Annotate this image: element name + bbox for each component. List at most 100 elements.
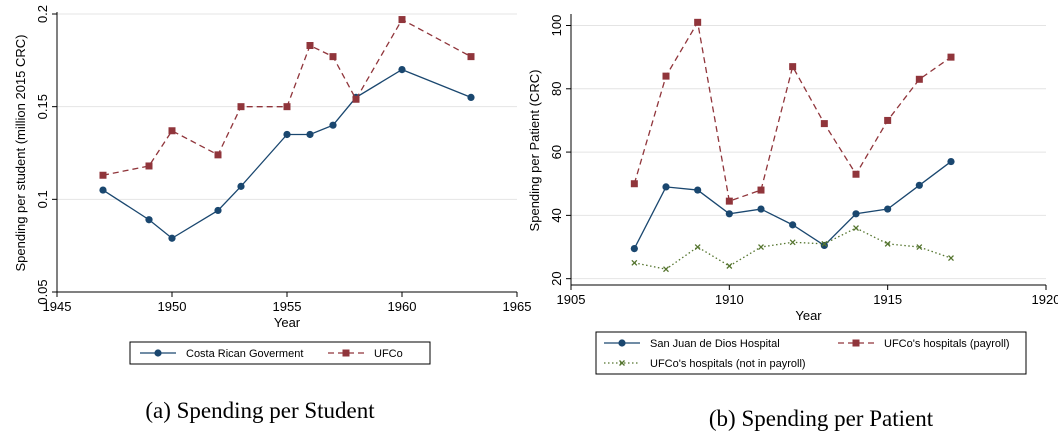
data-point	[237, 182, 245, 190]
data-point	[631, 259, 638, 266]
data-point	[884, 205, 892, 213]
legend-item: UFCo's hospitals (payroll)	[838, 338, 1010, 350]
data-point	[214, 151, 222, 159]
legend-item: UFCo's hospitals (not in payroll)	[604, 358, 806, 370]
y-tick-label: 0.05	[35, 279, 50, 304]
legend-swatch-marker	[852, 339, 860, 347]
y-tick-label: 0.2	[35, 5, 50, 23]
legend-label: UFCo's hospitals (payroll)	[884, 338, 1010, 350]
marker-stroke	[619, 360, 625, 366]
y-tick-label: 0.15	[35, 94, 50, 119]
x-tick-label: 1915	[873, 292, 902, 307]
data-point	[663, 266, 669, 273]
x-tick-label: 1955	[273, 299, 302, 314]
data-point	[168, 234, 176, 242]
legend-label: UFCo's hospitals (not in payroll)	[650, 358, 806, 370]
x-axis-title: Year	[795, 308, 822, 323]
legend-swatch-marker	[618, 339, 626, 347]
data-point	[758, 244, 764, 250]
chart-panel-b: 20 40 60 80 100 1905 1910 1915 1920 Year Spending …	[527, 14, 1058, 431]
data-point	[820, 241, 828, 250]
marker-stroke	[758, 244, 764, 250]
legend-swatch-marker	[619, 360, 625, 366]
marker-stroke	[948, 255, 954, 262]
data-point	[329, 121, 337, 129]
x-tick-label: 1945	[43, 299, 72, 314]
panel-caption: (b) Spending per Patient	[709, 406, 934, 431]
x-tick-label: 1910	[715, 292, 744, 307]
data-point	[145, 216, 153, 224]
data-point	[467, 53, 475, 61]
data-point	[821, 240, 828, 247]
data-point	[467, 93, 475, 101]
data-point	[947, 157, 955, 166]
data-point	[820, 120, 828, 128]
data-point	[352, 95, 360, 103]
legend-item: San Juan de Dios Hospital	[604, 338, 780, 350]
marker-stroke	[694, 244, 701, 250]
data-point	[630, 245, 638, 253]
data-point	[694, 186, 702, 194]
panel-caption: (a) Spending per Student	[145, 398, 375, 423]
plot-area	[571, 16, 1046, 285]
data-point	[398, 66, 406, 74]
data-point	[662, 72, 670, 80]
legend-swatch-marker	[154, 349, 162, 357]
marker-stroke	[853, 225, 859, 231]
data-point	[789, 239, 796, 246]
data-point	[884, 116, 892, 124]
series-1	[99, 16, 475, 179]
data-point	[168, 127, 176, 135]
data-point	[306, 130, 314, 139]
x-tick-label: 1960	[388, 299, 417, 314]
marker-stroke	[821, 240, 828, 247]
data-point	[757, 205, 765, 213]
marker-stroke	[916, 244, 923, 250]
plot-area	[57, 14, 517, 292]
data-point	[283, 130, 291, 139]
y-axis-title: Spending per Patient (CRC)	[527, 70, 542, 232]
data-point	[726, 263, 733, 269]
x-tick-label: 1965	[503, 299, 532, 314]
series-line	[633, 20, 952, 203]
series-0	[99, 66, 475, 242]
data-point	[789, 63, 797, 71]
y-tick-label: 100	[549, 15, 564, 37]
y-tick-label: 20	[549, 271, 564, 285]
chart-panel-a: 0.05 0.1 0.15 0.2 1945 1950 1955 1960 1965 Year Sp…	[13, 5, 531, 423]
y-tick-label: 60	[549, 145, 564, 159]
data-point	[915, 75, 923, 83]
y-axis-title: Spending per student (million 2015 CRC)	[13, 34, 28, 271]
data-point	[725, 210, 733, 218]
legend-item: UFCo	[328, 348, 403, 360]
legend-swatch-marker	[342, 349, 350, 357]
marker-stroke	[789, 239, 796, 246]
data-point	[99, 171, 107, 179]
marker-stroke	[663, 266, 669, 273]
y-tick-label: 80	[549, 82, 564, 96]
data-point	[214, 206, 222, 215]
data-point	[757, 186, 765, 194]
y-tick-label: 0.1	[35, 190, 50, 208]
data-point	[99, 186, 107, 194]
data-point	[948, 255, 954, 262]
data-point	[306, 42, 314, 50]
data-point	[398, 16, 406, 24]
series-0	[630, 157, 955, 253]
data-point	[884, 240, 891, 247]
x-tick-label: 1920	[1032, 292, 1058, 307]
legend: Costa Rican Goverment UFCo	[129, 341, 431, 365]
data-point	[852, 210, 860, 218]
legend-item: Costa Rican Goverment	[140, 348, 303, 360]
data-point	[694, 18, 702, 26]
data-point	[630, 180, 638, 188]
legend-label: Costa Rican Goverment	[186, 348, 303, 360]
data-point	[852, 170, 860, 178]
marker-stroke	[726, 263, 733, 269]
data-point	[662, 183, 670, 191]
data-point	[329, 53, 337, 61]
data-point	[145, 162, 153, 170]
marker-stroke	[631, 259, 638, 266]
x-axis-title: Year	[274, 315, 301, 330]
